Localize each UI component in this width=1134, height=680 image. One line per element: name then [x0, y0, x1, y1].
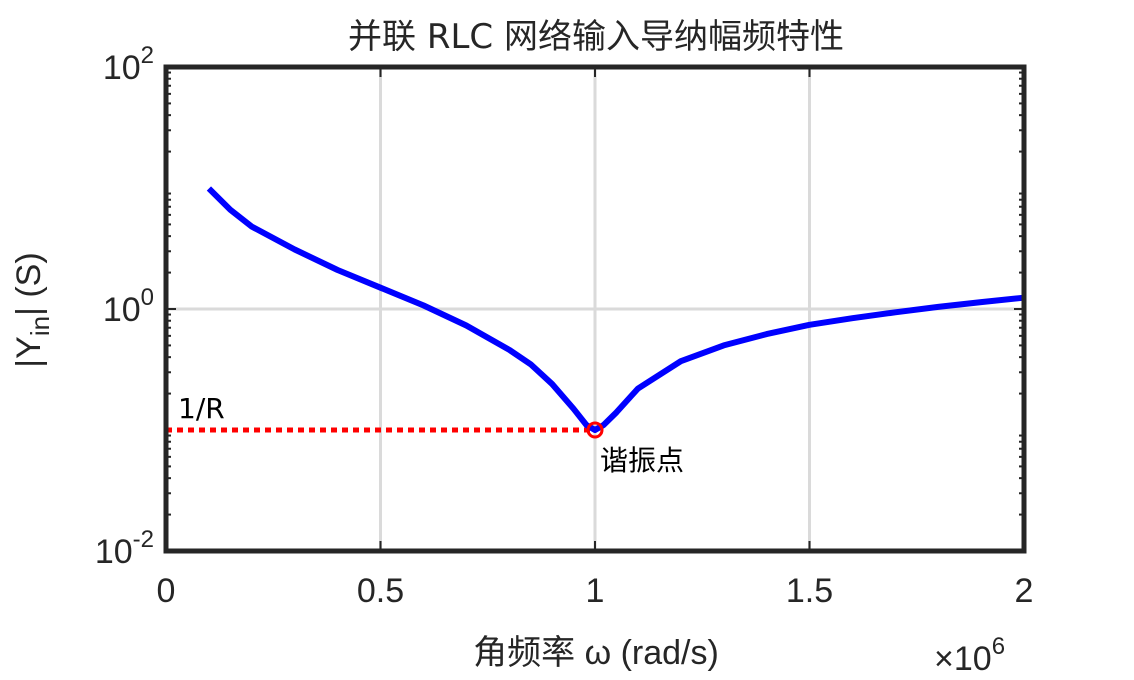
y-tick-label-exponent: 2	[141, 42, 154, 69]
data-layer	[166, 186, 1025, 439]
axes-box	[163, 64, 1027, 554]
x-tick-label: 1.5	[786, 572, 833, 610]
x-tick-label: 0	[157, 572, 176, 610]
grid-lines	[166, 67, 1024, 551]
x-tick-label: 1	[586, 572, 605, 610]
y-axis-label-tail: | (S)	[10, 252, 48, 316]
x-axis-multiplier-times: ×10	[934, 640, 992, 678]
axes-frame	[163, 64, 1027, 554]
y-tick-label-base: 10	[95, 533, 133, 571]
x-axis-multiplier-exponent: 6	[992, 633, 1005, 660]
x-axis-label: 角频率 ω (rad/s)	[473, 634, 719, 672]
y-axis-label-subscript: in	[25, 316, 55, 336]
y-tick-label: 102	[103, 42, 154, 87]
y-tick-label: 100	[103, 284, 154, 329]
y-tick-label-exponent: -2	[133, 526, 154, 553]
y-tick-label-exponent: 0	[141, 284, 154, 311]
y-tick-label-base: 10	[103, 49, 141, 87]
x-tick-label: 0.5	[357, 572, 404, 610]
y-tick-label: 10-2	[95, 526, 154, 571]
x-tick-label: 2	[1015, 572, 1034, 610]
reference-line-label: 1/R	[178, 392, 225, 425]
y-tick-label-base: 10	[103, 291, 141, 329]
x-axis-multiplier: ×106	[934, 633, 1005, 678]
y-axis-label-main: |Y	[10, 336, 48, 368]
chart-title: 并联 RLC 网络输入导纳幅频特性	[348, 17, 844, 57]
resonance-point-label: 谐振点	[600, 444, 684, 477]
series-line-0	[206, 186, 1025, 433]
y-axis-label: |Yin| (S)	[10, 252, 55, 367]
resonance-marker	[586, 421, 604, 439]
